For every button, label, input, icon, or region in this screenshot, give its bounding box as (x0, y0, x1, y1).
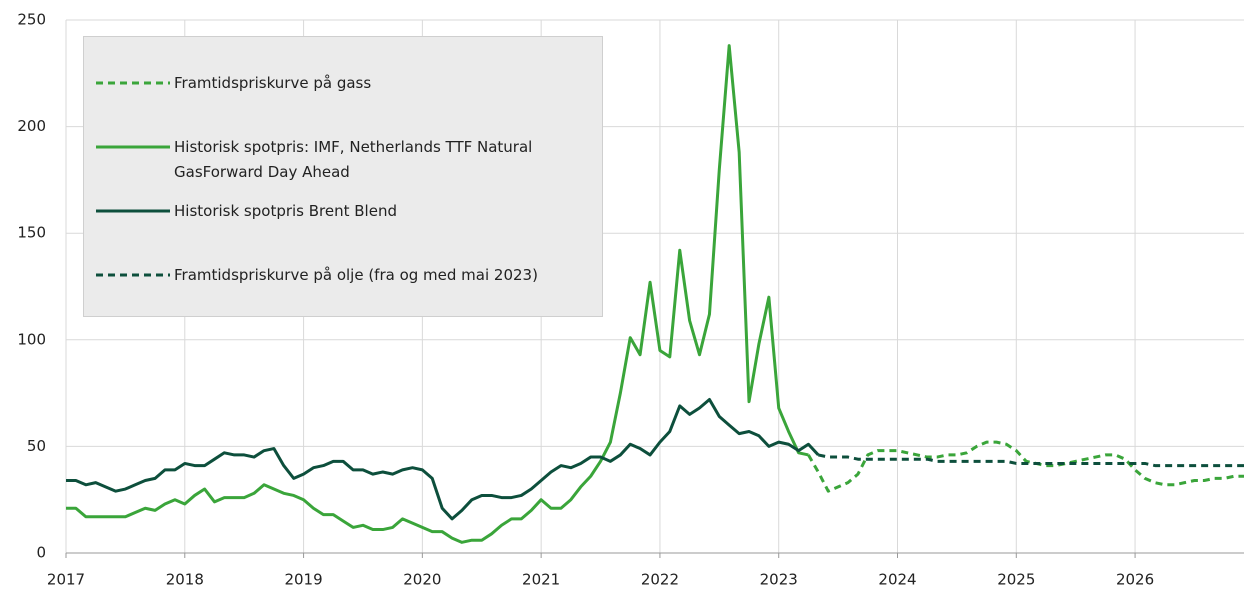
series-line (66, 44, 809, 544)
legend-label: Historisk spotpris: IMF, Netherlands TTF… (174, 138, 533, 181)
y-tick-label: 250 (17, 11, 46, 29)
y-tick-label: 0 (36, 544, 46, 562)
legend-swatch (96, 273, 170, 277)
x-tick-label: 2026 (1116, 571, 1154, 589)
y-tick-label: 50 (27, 437, 46, 455)
series-line (817, 453, 1244, 468)
x-tick-label: 2018 (166, 571, 204, 589)
legend-label: Historisk spotpris Brent Blend (174, 202, 397, 220)
legend-entry: Historisk spotpris: IMF, Netherlands TTF… (96, 135, 599, 185)
legend-entry: Framtidspriskurve på olje (fra og med ma… (96, 263, 599, 288)
y-tick-label: 100 (17, 330, 46, 348)
series-line (807, 440, 1244, 493)
legend-entry: Historisk spotpris Brent Blend (96, 199, 599, 224)
legend: Framtidspriskurve på gass Historisk spotp… (83, 36, 603, 317)
y-tick-label: 200 (17, 117, 46, 135)
legend-swatch (96, 209, 170, 213)
legend-entry: Framtidspriskurve på gass (96, 71, 599, 96)
legend-label: Framtidspriskurve på olje (fra og med ma… (174, 266, 538, 284)
legend-swatch (96, 145, 170, 149)
x-tick-label: 2019 (284, 571, 322, 589)
x-tick-label: 2023 (760, 571, 798, 589)
x-tick-label: 2017 (47, 571, 85, 589)
x-tick-label: 2024 (878, 571, 916, 589)
x-tick-label: 2021 (522, 571, 560, 589)
y-tick-label: 150 (17, 224, 46, 242)
x-tick-label: 2020 (403, 571, 441, 589)
legend-label: Framtidspriskurve på gass (174, 74, 372, 92)
x-tick-label: 2025 (997, 571, 1035, 589)
legend-swatch (96, 81, 170, 85)
x-tick-label: 2022 (641, 571, 679, 589)
series-line (66, 398, 820, 521)
